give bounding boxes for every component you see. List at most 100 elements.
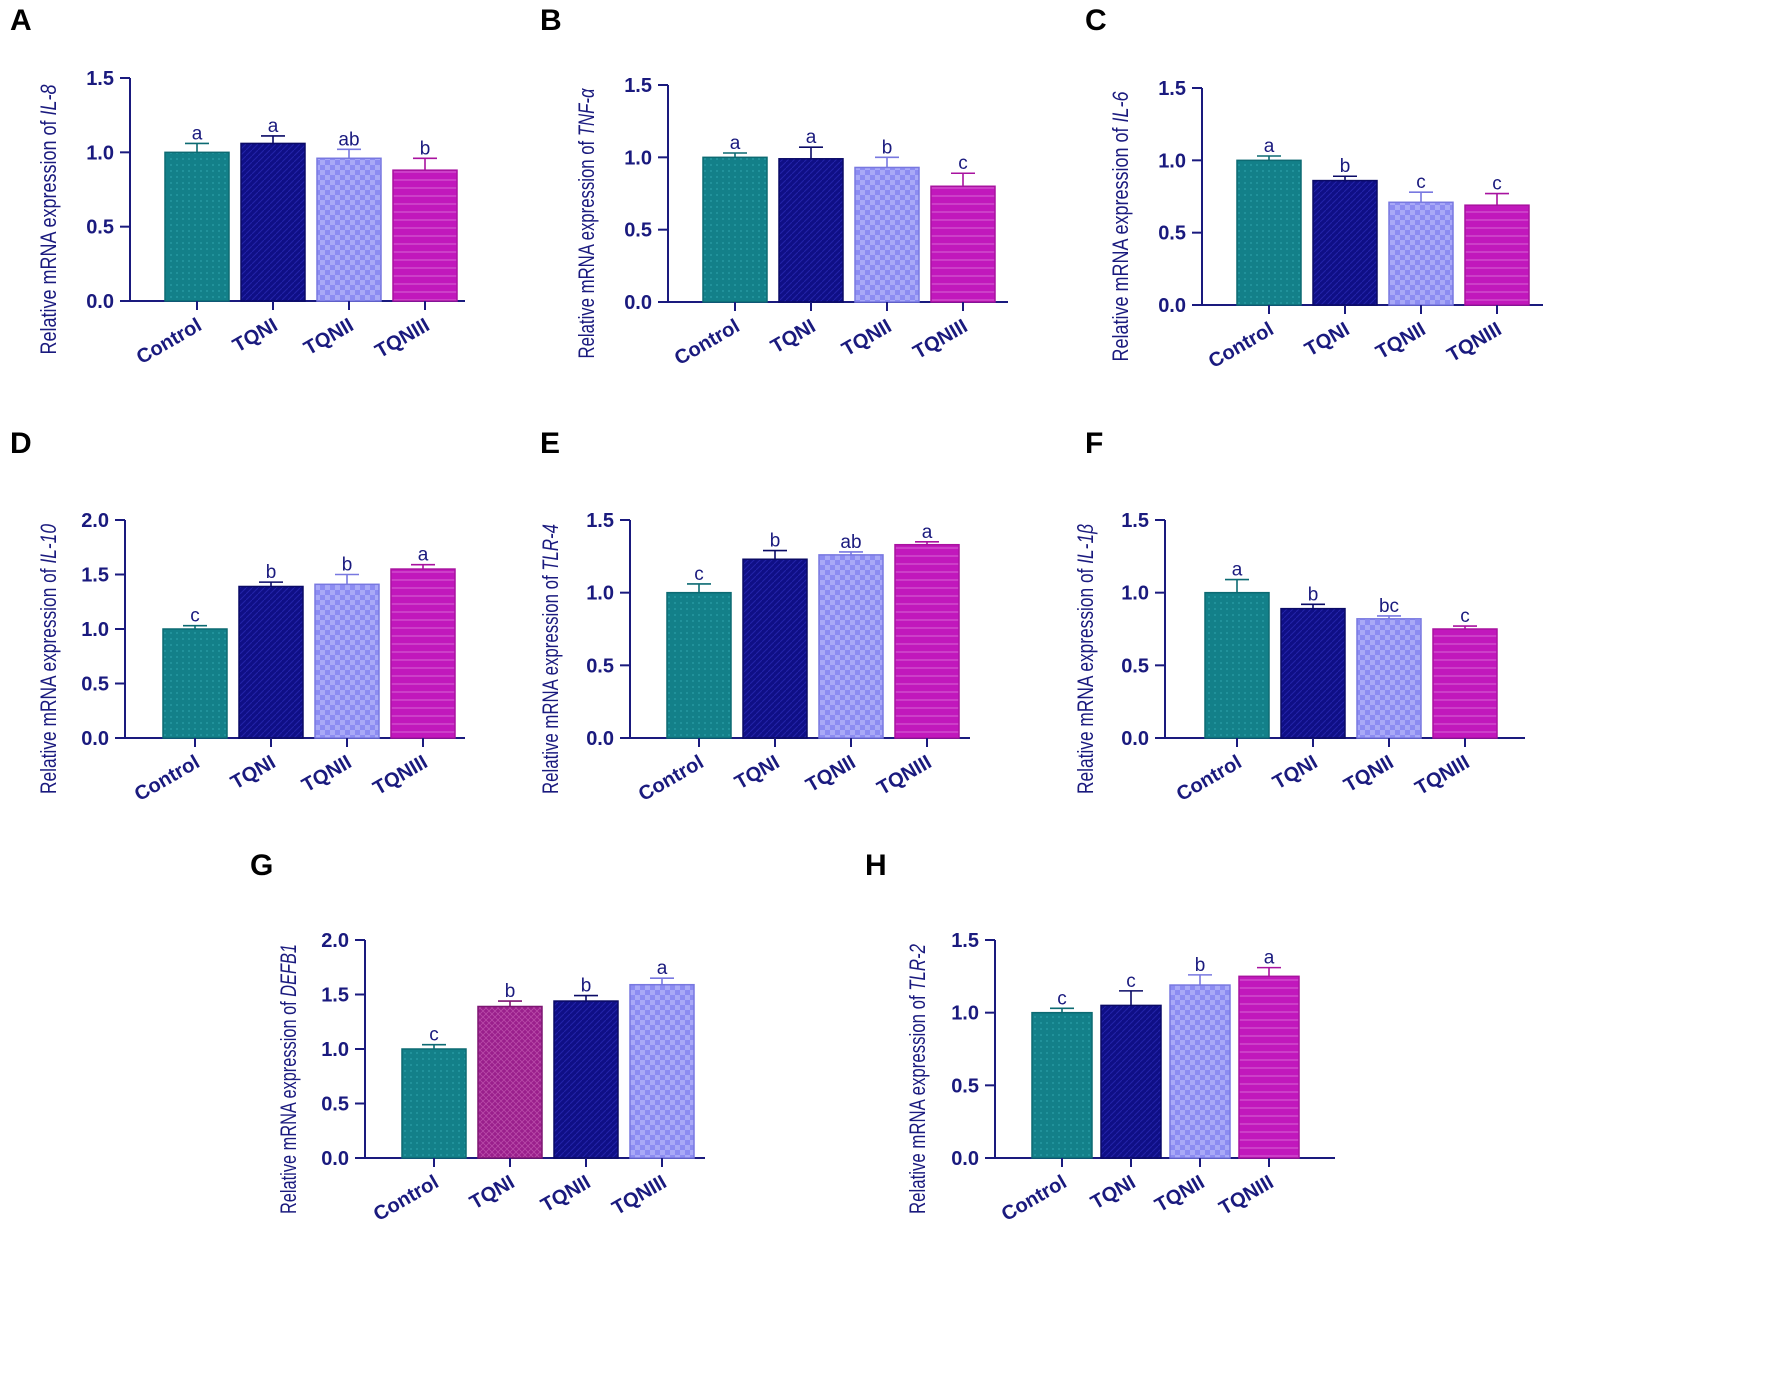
y-tick-label: 1.5 bbox=[86, 68, 114, 90]
panel-d: D 0.0 0.5 1.0 1.5 2.0 Relative mRNA expression… bbox=[10, 427, 465, 806]
bar-tqni bbox=[1100, 1004, 1162, 1159]
category-label: Control bbox=[133, 314, 206, 369]
y-tick-label: 0.0 bbox=[1158, 295, 1186, 317]
y-axis-title: Relative mRNA expression of IL-1β bbox=[1073, 524, 1098, 794]
significance-letter: a bbox=[922, 522, 933, 543]
y-axis-title: Relative mRNA expression of TLR-2 bbox=[905, 944, 930, 1214]
y-axis-title-prefix: Relative mRNA expression of bbox=[276, 997, 301, 1214]
y-tick-label: 1.5 bbox=[586, 510, 614, 532]
y-tick-label: 1.5 bbox=[81, 565, 109, 587]
significance-letter: c bbox=[429, 1025, 439, 1046]
significance-letter: b bbox=[581, 976, 592, 997]
panel-letter: A bbox=[10, 4, 32, 37]
y-tick-label: 2.0 bbox=[81, 510, 109, 532]
y-tick-label: 0.5 bbox=[951, 1075, 979, 1097]
y-tick-label: 2.0 bbox=[321, 930, 349, 952]
category-label: TQNIII bbox=[608, 1171, 670, 1219]
category-label: TQNIII bbox=[369, 751, 431, 799]
bar-tqnii bbox=[314, 583, 380, 739]
bar-tqnii bbox=[1356, 618, 1422, 739]
y-axis-title-gene: IL-6 bbox=[1108, 91, 1133, 123]
y-tick-label: 0.0 bbox=[951, 1148, 979, 1170]
bar-tqniii bbox=[894, 543, 960, 739]
y-tick-label: 1.5 bbox=[1121, 510, 1149, 532]
y-tick-label: 0.0 bbox=[321, 1148, 349, 1170]
y-axis-title-gene: TLR-2 bbox=[905, 944, 930, 991]
significance-letter: c bbox=[1126, 971, 1136, 992]
significance-letter: b bbox=[1340, 156, 1351, 177]
panel-letter: D bbox=[10, 427, 32, 460]
y-tick-label: 1.5 bbox=[951, 930, 979, 952]
y-axis-title: Relative mRNA expression of IL-10 bbox=[36, 523, 61, 794]
category-label: TQNII bbox=[1151, 1171, 1208, 1217]
significance-letter: a bbox=[1264, 136, 1275, 157]
significance-letter: c bbox=[190, 606, 200, 627]
y-tick-label: 0.0 bbox=[624, 292, 652, 314]
y-tick-label: 0.5 bbox=[1121, 655, 1149, 677]
significance-letter: b bbox=[770, 531, 781, 552]
significance-letter: c bbox=[1057, 988, 1067, 1009]
panel-g: G 0.0 0.5 1.0 1.5 2.0 Relative mRNA expression… bbox=[250, 849, 705, 1226]
significance-letter: a bbox=[418, 545, 429, 566]
y-axis-title-gene: TNF-α bbox=[574, 87, 599, 136]
y-axis-title-prefix: Relative mRNA expression of bbox=[1108, 123, 1133, 362]
y-axis-title-prefix: Relative mRNA expression of bbox=[574, 136, 599, 358]
bar-control bbox=[1204, 591, 1270, 739]
y-axis-title-prefix: Relative mRNA expression of bbox=[36, 116, 61, 355]
significance-letter: b bbox=[342, 555, 353, 576]
bar-tqniii bbox=[629, 983, 695, 1159]
category-label: Control bbox=[370, 1171, 443, 1226]
category-label: Control bbox=[131, 751, 204, 806]
bar-tqnii bbox=[1169, 984, 1231, 1159]
significance-letter: a bbox=[192, 123, 203, 144]
bar-tqnii bbox=[316, 157, 382, 302]
category-label: TQNIII bbox=[371, 314, 433, 362]
bar-tqni bbox=[742, 558, 808, 739]
y-tick-label: 0.5 bbox=[321, 1094, 349, 1116]
bar-tqnii bbox=[553, 1000, 619, 1159]
panel-letter: E bbox=[540, 427, 560, 460]
category-label: TQNII bbox=[1372, 318, 1429, 364]
panel-letter: H bbox=[865, 849, 887, 882]
y-axis-title-gene: IL-10 bbox=[36, 523, 61, 563]
significance-letter: ab bbox=[338, 129, 359, 150]
bar-tqni bbox=[238, 585, 304, 739]
significance-letter: b bbox=[505, 981, 516, 1002]
y-tick-label: 1.0 bbox=[586, 583, 614, 605]
y-axis-title-prefix: Relative mRNA expression of bbox=[538, 571, 563, 794]
bar-tqni bbox=[477, 1005, 543, 1159]
category-label: Control bbox=[671, 315, 744, 370]
category-label: Control bbox=[635, 751, 708, 806]
significance-letter: a bbox=[730, 133, 741, 154]
bar-control bbox=[164, 151, 230, 302]
bar-tqniii bbox=[1464, 204, 1530, 306]
significance-letter: bc bbox=[1379, 596, 1399, 617]
significance-letter: a bbox=[1232, 560, 1243, 581]
significance-letter: c bbox=[1416, 172, 1426, 193]
y-axis-title: Relative mRNA expression of IL-6 bbox=[1108, 91, 1133, 362]
category-label: TQNI bbox=[466, 1171, 518, 1214]
category-label: TQNI bbox=[1301, 318, 1353, 361]
y-axis-title-gene: IL-8 bbox=[36, 84, 61, 116]
category-label: Control bbox=[1173, 751, 1246, 806]
y-tick-label: 1.0 bbox=[86, 142, 114, 164]
y-tick-label: 1.0 bbox=[81, 619, 109, 641]
significance-letter: c bbox=[694, 564, 704, 585]
significance-letter: b bbox=[882, 137, 893, 158]
significance-letter: b bbox=[1195, 955, 1206, 976]
bar-tqnii bbox=[818, 554, 884, 739]
category-label: Control bbox=[1205, 318, 1278, 373]
y-tick-label: 0.5 bbox=[1158, 223, 1186, 245]
bar-tqni bbox=[1280, 607, 1346, 739]
y-tick-label: 0.0 bbox=[586, 728, 614, 750]
y-tick-label: 0.0 bbox=[81, 728, 109, 750]
category-label: TQNI bbox=[767, 315, 819, 358]
bar-tqni bbox=[778, 158, 844, 303]
y-axis-title-prefix: Relative mRNA expression of bbox=[905, 991, 930, 1214]
y-axis-title-gene: DEFB1 bbox=[276, 944, 301, 997]
panel-letter: F bbox=[1085, 427, 1103, 460]
bar-tqniii bbox=[390, 568, 456, 739]
significance-letter: c bbox=[1492, 174, 1502, 195]
category-label: TQNII bbox=[1340, 751, 1397, 797]
